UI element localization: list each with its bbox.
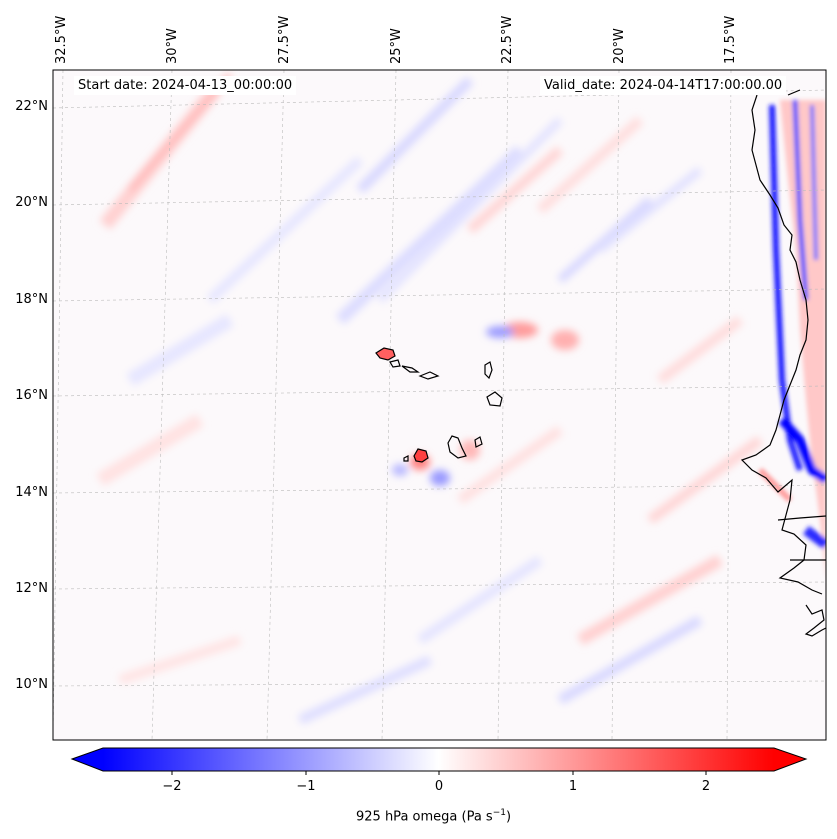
- lat-label: 22°N: [15, 99, 48, 114]
- colorbar-body: [103, 748, 774, 771]
- colorbar-tick-label: 1: [568, 779, 578, 794]
- lon-label: 32.5°W: [54, 15, 69, 64]
- island-santo-antao: [375, 347, 396, 361]
- island-sao-nicolau: [401, 365, 420, 373]
- colorbar-extend-max: [774, 748, 806, 771]
- graticule: [53, 70, 826, 740]
- colorbar-label: 925 hPa omega (Pa s−1): [356, 808, 511, 824]
- omega-field: [96, 73, 763, 725]
- colorbar-tick-label: −1: [296, 779, 316, 794]
- colorbar-tick-label: −2: [162, 779, 182, 794]
- colorbar-label-text: 925 hPa omega (Pa s: [356, 809, 493, 825]
- colorbar-tick-label: 2: [701, 779, 711, 794]
- lon-label: 22.5°W: [500, 15, 515, 64]
- colorbar-tick-label: 0: [434, 779, 444, 794]
- lat-label: 16°N: [15, 388, 48, 403]
- island-boavista: [486, 391, 503, 407]
- lon-label: 17.5°W: [723, 15, 738, 64]
- island-santiago: [447, 435, 467, 459]
- start-date-label: Start date: 2024-04-13_00:00:00: [74, 76, 297, 95]
- map-frame: [52, 69, 827, 741]
- colorbar: [70, 747, 808, 775]
- island-sal: [484, 361, 493, 380]
- colorbar-label-close: ): [505, 809, 512, 825]
- lat-label: 12°N: [15, 581, 48, 596]
- island-sao-vicente: [389, 359, 401, 368]
- lat-label: 18°N: [15, 292, 48, 307]
- colorbar-extend-min: [72, 748, 103, 771]
- island-fogo: [413, 448, 429, 463]
- lon-label: 20°W: [612, 28, 627, 64]
- valid-date-label: Valid_date: 2024-04-14T17:00:00.00: [540, 76, 787, 95]
- lon-label: 25°W: [389, 28, 404, 64]
- map-background: [53, 70, 826, 740]
- lat-label: 14°N: [15, 485, 48, 500]
- lat-label: 20°N: [15, 195, 48, 210]
- colorbar-label-exponent: −1: [492, 808, 506, 818]
- lat-label: 10°N: [15, 677, 48, 692]
- coastlines: [375, 89, 826, 637]
- lon-label: 30°W: [165, 28, 180, 64]
- island-maio: [474, 436, 483, 448]
- island-santa-luzia: [418, 371, 440, 380]
- island-brava: [403, 455, 409, 462]
- lon-label: 27.5°W: [277, 15, 292, 64]
